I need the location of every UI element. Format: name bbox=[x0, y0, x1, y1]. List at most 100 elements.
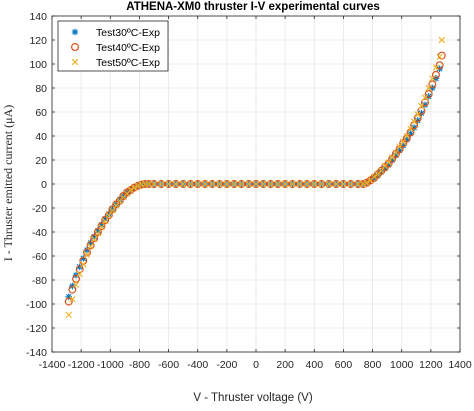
data-point bbox=[417, 106, 426, 115]
data-point bbox=[187, 180, 194, 188]
data-point bbox=[216, 180, 223, 188]
data-point bbox=[105, 212, 113, 219]
x-tick-label: -1000 bbox=[97, 359, 124, 371]
data-point bbox=[93, 228, 102, 237]
data-point bbox=[76, 270, 83, 278]
data-point bbox=[399, 138, 407, 146]
data-point bbox=[134, 182, 142, 189]
data-point bbox=[318, 180, 325, 188]
data-point bbox=[311, 180, 318, 188]
data-point bbox=[97, 222, 106, 231]
data-point bbox=[238, 180, 245, 188]
data-point bbox=[223, 180, 231, 188]
series-layer bbox=[64, 36, 446, 318]
data-point bbox=[230, 180, 238, 188]
y-tick-label: 40 bbox=[35, 131, 47, 143]
data-point bbox=[429, 75, 436, 82]
data-point bbox=[303, 180, 311, 188]
data-point bbox=[325, 180, 333, 188]
data-point bbox=[65, 311, 72, 318]
data-point bbox=[396, 143, 403, 150]
data-point bbox=[421, 94, 429, 101]
series-cross bbox=[65, 36, 445, 318]
data-point bbox=[98, 224, 105, 231]
data-point bbox=[274, 180, 282, 188]
chart-title: ATHENA-XM0 thruster I-V experimental cur… bbox=[126, 1, 380, 13]
y-tick-label: 60 bbox=[35, 107, 47, 119]
x-tick-label: 1400 bbox=[448, 359, 472, 371]
data-point bbox=[347, 180, 354, 188]
x-tick-label: 800 bbox=[364, 359, 382, 371]
data-point bbox=[112, 202, 120, 209]
x-tick-label: -1400 bbox=[39, 359, 66, 371]
x-tick-label: -400 bbox=[187, 359, 208, 371]
x-tick-label: 0 bbox=[253, 359, 259, 371]
data-point bbox=[104, 211, 113, 220]
y-tick-label: -100 bbox=[26, 299, 47, 311]
data-point bbox=[72, 281, 80, 288]
data-point bbox=[385, 159, 392, 166]
data-point bbox=[289, 180, 296, 188]
data-point bbox=[414, 111, 421, 118]
legend-marker bbox=[71, 58, 79, 66]
data-point bbox=[438, 36, 445, 44]
y-tick-label: 20 bbox=[35, 155, 47, 167]
data-point bbox=[91, 236, 98, 243]
data-point bbox=[165, 180, 172, 188]
y-tick-label: 80 bbox=[35, 83, 47, 95]
y-tick-label: 0 bbox=[41, 179, 47, 191]
y-tick-label: -140 bbox=[26, 347, 47, 359]
data-point bbox=[428, 80, 437, 89]
data-point bbox=[109, 207, 116, 214]
data-point bbox=[389, 154, 396, 161]
y-tick-label: -80 bbox=[32, 275, 47, 287]
legend-label: Test40ºC-Exp bbox=[96, 42, 160, 54]
data-point bbox=[82, 248, 91, 257]
data-point bbox=[133, 181, 142, 190]
x-tick-label: -800 bbox=[129, 359, 150, 371]
data-point bbox=[267, 180, 274, 188]
data-point bbox=[424, 89, 433, 98]
data-point bbox=[407, 125, 414, 132]
x-tick-label: 600 bbox=[335, 359, 353, 371]
axis-ticks bbox=[51, 15, 461, 353]
data-point bbox=[87, 243, 94, 250]
series-circle bbox=[64, 51, 446, 306]
x-axis-tick-labels: -1400 -1200 -1000 -800 -600 -400 -200 0 200 400 60… bbox=[39, 359, 472, 371]
data-point bbox=[281, 180, 289, 188]
data-point bbox=[435, 61, 444, 70]
data-point bbox=[201, 180, 209, 188]
data-point bbox=[395, 145, 404, 154]
data-point bbox=[90, 234, 99, 243]
data-point bbox=[172, 180, 180, 188]
data-point bbox=[432, 64, 440, 71]
data-point bbox=[421, 98, 430, 107]
data-point bbox=[194, 180, 201, 188]
y-axis-tick-labels: -140 -120 -100 -80 -60 -40 -20 0 20 40 60 80 100 120 1… bbox=[26, 11, 47, 359]
data-point bbox=[296, 180, 303, 188]
data-point bbox=[75, 265, 84, 274]
data-point bbox=[402, 134, 411, 143]
data-point bbox=[179, 180, 187, 188]
data-point bbox=[252, 180, 260, 188]
data-point bbox=[332, 180, 340, 188]
data-point bbox=[131, 184, 138, 191]
data-point bbox=[101, 218, 109, 225]
data-point bbox=[363, 179, 370, 186]
data-point bbox=[72, 274, 81, 283]
data-point bbox=[260, 180, 267, 188]
data-point bbox=[83, 251, 91, 258]
x-axis-label: V - Thruster voltage (V) bbox=[193, 392, 312, 404]
data-point bbox=[370, 173, 378, 180]
y-tick-label: -120 bbox=[26, 323, 47, 335]
data-point bbox=[378, 167, 385, 174]
data-point bbox=[354, 180, 362, 188]
data-point bbox=[145, 180, 153, 188]
data-point bbox=[158, 180, 165, 188]
x-tick-label: 1200 bbox=[419, 359, 443, 371]
data-point bbox=[245, 180, 252, 188]
data-point bbox=[359, 180, 368, 189]
data-point bbox=[403, 132, 411, 140]
data-point bbox=[94, 230, 102, 237]
